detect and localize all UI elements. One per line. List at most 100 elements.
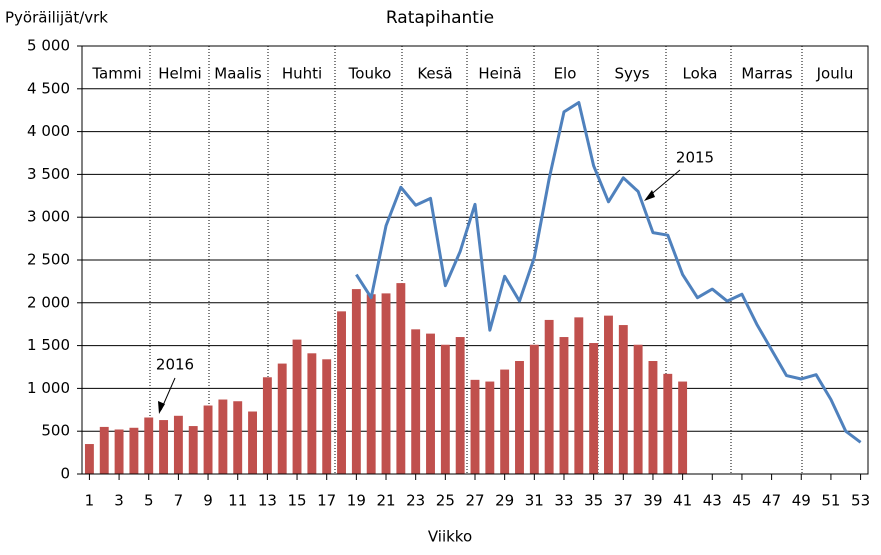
bar <box>618 325 628 474</box>
bar <box>203 405 213 474</box>
arrow-head <box>158 401 165 414</box>
bar <box>114 429 124 474</box>
x-tick-label: 25 <box>436 492 455 510</box>
y-tick-label: 1 000 <box>27 379 70 397</box>
x-tick-label: 31 <box>525 492 544 510</box>
month-label: Joulu <box>816 65 854 83</box>
bar <box>500 369 510 474</box>
x-tick-label: 23 <box>406 492 425 510</box>
month-label: Elo <box>554 65 577 83</box>
bar <box>188 426 198 474</box>
bar <box>559 337 569 474</box>
y-tick-label: 1 500 <box>27 336 70 354</box>
bar <box>396 283 406 474</box>
x-tick-label: 53 <box>851 492 870 510</box>
bar <box>589 343 599 474</box>
month-label: Heinä <box>478 65 521 83</box>
bar <box>678 381 688 474</box>
bar <box>159 420 169 474</box>
y-tick-label: 2 500 <box>27 251 70 269</box>
x-tick-label: 11 <box>228 492 247 510</box>
month-label: Maalis <box>214 65 262 83</box>
y-tick-label: 0 <box>60 465 70 483</box>
x-tick-label: 1 <box>85 492 95 510</box>
x-tick-label: 45 <box>732 492 751 510</box>
annotation-arrow <box>647 169 681 198</box>
bar <box>99 426 109 474</box>
month-label: Kesä <box>417 65 452 83</box>
bar <box>663 373 673 474</box>
y-tick-label: 4 000 <box>27 122 70 140</box>
x-tick-label: 7 <box>174 492 184 510</box>
x-tick-label: 49 <box>792 492 811 510</box>
bar <box>381 293 391 474</box>
bar <box>529 344 539 474</box>
x-tick-label: 15 <box>287 492 306 510</box>
x-tick-label: 27 <box>465 492 484 510</box>
y-tick-label: 2 000 <box>27 293 70 311</box>
month-label: Syys <box>614 65 649 83</box>
bar <box>426 333 435 474</box>
bar <box>455 337 465 474</box>
bar <box>277 363 287 474</box>
bar <box>84 444 94 474</box>
bar <box>544 319 554 474</box>
bar <box>604 315 613 474</box>
x-tick-label: 21 <box>376 492 395 510</box>
annotation: 2016 <box>156 356 194 374</box>
bar <box>470 379 480 474</box>
month-label: Helmi <box>158 65 201 83</box>
bar <box>574 317 584 474</box>
month-label: Marras <box>741 65 792 83</box>
y-tick-label: 4 500 <box>27 79 70 97</box>
bar <box>411 329 421 474</box>
marks <box>82 45 868 475</box>
x-tick-label: 13 <box>258 492 277 510</box>
line <box>355 100 862 444</box>
x-tick-label: 3 <box>114 492 124 510</box>
x-tick-label: 33 <box>554 492 573 510</box>
bar <box>366 294 376 474</box>
x-tick-label: 47 <box>762 492 781 510</box>
y-tick-label: 3 000 <box>27 208 70 226</box>
chart-title: Ratapihantie <box>386 8 494 28</box>
bar <box>292 339 302 474</box>
x-tick-label: 51 <box>821 492 840 510</box>
bar <box>173 415 183 474</box>
month-label: Huhti <box>282 65 322 83</box>
x-axis-label: Viikko <box>428 528 472 546</box>
bar <box>262 377 272 474</box>
x-tick-label: 41 <box>673 492 692 510</box>
x-tick-label: 39 <box>643 492 662 510</box>
bar <box>440 344 450 474</box>
bar <box>248 411 257 474</box>
month-label: Loka <box>683 65 718 83</box>
bar <box>351 289 361 474</box>
bar <box>144 417 154 474</box>
bar <box>648 361 658 474</box>
y-axis-label: Pyöräilijät/vrk <box>5 9 108 27</box>
x-tick-label: 17 <box>317 492 336 510</box>
x-tick-label: 35 <box>584 492 603 510</box>
bar <box>218 399 228 474</box>
month-label: Touko <box>348 65 392 83</box>
month-label: Tammi <box>91 65 141 83</box>
y-tick-label: 500 <box>41 422 70 440</box>
bar <box>307 353 317 474</box>
x-tick-label: 37 <box>614 492 633 510</box>
x-tick-label: 5 <box>144 492 154 510</box>
x-tick-label: 19 <box>347 492 366 510</box>
bar <box>322 359 332 474</box>
annotation: 2015 <box>676 149 714 167</box>
y-tick-label: 3 500 <box>27 165 70 183</box>
x-tick-label: 29 <box>495 492 514 510</box>
y-tick-label: 5 000 <box>27 37 70 55</box>
bar <box>485 381 495 474</box>
bar <box>129 427 139 474</box>
x-tick-label: 9 <box>203 492 213 510</box>
bar <box>337 311 346 474</box>
x-tick-label: 43 <box>703 492 722 510</box>
bar <box>515 361 524 474</box>
